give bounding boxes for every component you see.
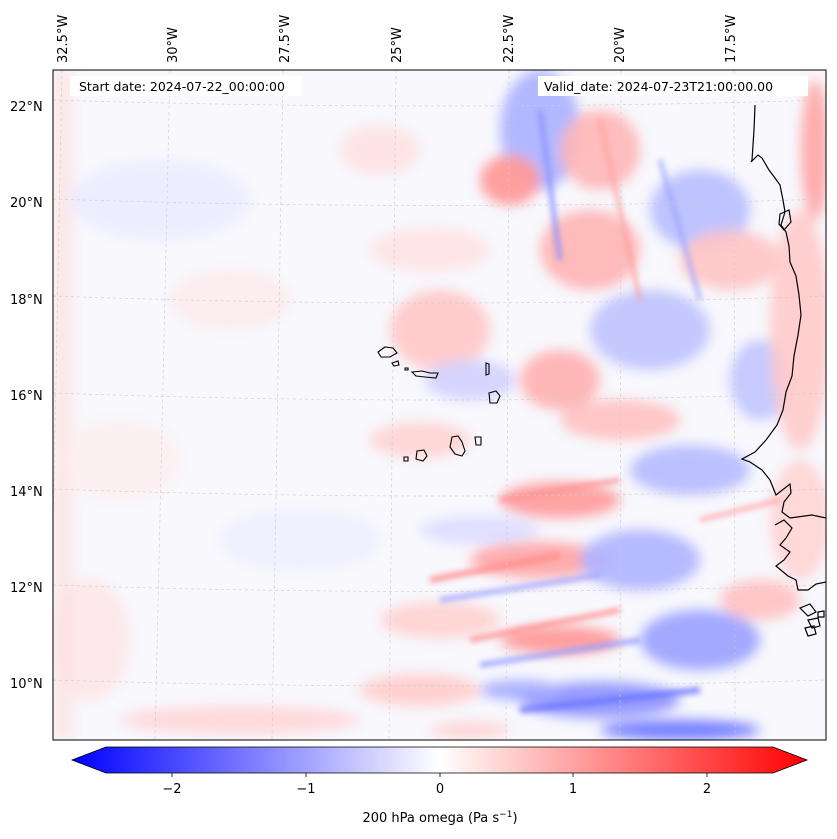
island-brava [403, 456, 409, 462]
island-boa-vista [488, 390, 501, 404]
colorbar-label: 200 hPa omega (Pa s−1) [362, 810, 517, 826]
island-maio [474, 436, 482, 446]
island-sao-vicente [391, 360, 400, 367]
colorbar-ticks [171, 773, 708, 777]
lat-tick-label: 16°N [10, 389, 43, 404]
colorbar-tick-label: −1 [296, 782, 315, 797]
island-fogo [415, 449, 428, 462]
gridlines [53, 70, 826, 740]
lat-tick-label: 14°N [10, 485, 43, 500]
lat-tick-label: 22°N [10, 100, 43, 115]
west-africa-coastline [740, 104, 826, 637]
lon-tick-label: 32.5°W [56, 15, 71, 63]
lon-tick-label: 22.5°W [502, 15, 517, 63]
island-santo-antao [377, 346, 398, 358]
lon-tick-label: 30°W [166, 27, 181, 63]
map-panel: Start date: 2024-07-22_00:00:00 Valid_da… [53, 70, 826, 740]
colorbar-tick-label: 1 [569, 782, 577, 797]
lon-tick-label: 20°W [613, 27, 628, 63]
lat-tick-label: 18°N [10, 293, 43, 308]
lon-tick-label: 17.5°W [724, 15, 739, 63]
map-frame [52, 69, 827, 741]
lat-tick-label: 20°N [10, 196, 43, 211]
island-santiago [449, 435, 466, 457]
lat-tick-label: 12°N [10, 581, 43, 596]
valid-date-box [538, 76, 808, 96]
lon-tick-label: 27.5°W [278, 15, 293, 63]
date-annotations: Start date: 2024-07-22_00:00:00 Valid_da… [70, 76, 808, 96]
lon-tick-label: 25°W [390, 27, 405, 63]
island-santa-luzia [404, 367, 409, 371]
colorbar-tick-label: 0 [436, 782, 444, 797]
colorbar-tick-label: −2 [162, 782, 181, 797]
colorbar: −2 −1 0 1 2 200 hPa omega (Pa s−1) [70, 746, 809, 826]
omega-field [53, 70, 826, 740]
island-sao-nicolau [410, 370, 439, 379]
island-sal [485, 362, 490, 376]
colorbar-tick-label: 2 [703, 782, 711, 797]
lat-tick-label: 10°N [10, 677, 43, 692]
longitude-tick-labels: 32.5°W 30°W 27.5°W 25°W 22.5°W 20°W 17.5… [56, 15, 739, 63]
colorbar-body [70, 746, 809, 774]
start-date-label: Start date: 2024-07-22_00:00:00 [79, 79, 285, 94]
start-date-box [70, 76, 302, 96]
valid-date-label: Valid_date: 2024-07-23T21:00:00.00 [544, 79, 773, 94]
latitude-tick-labels: 22°N 20°N 18°N 16°N 14°N 12°N 10°N [10, 100, 43, 692]
cape-verde-islands [377, 346, 501, 462]
